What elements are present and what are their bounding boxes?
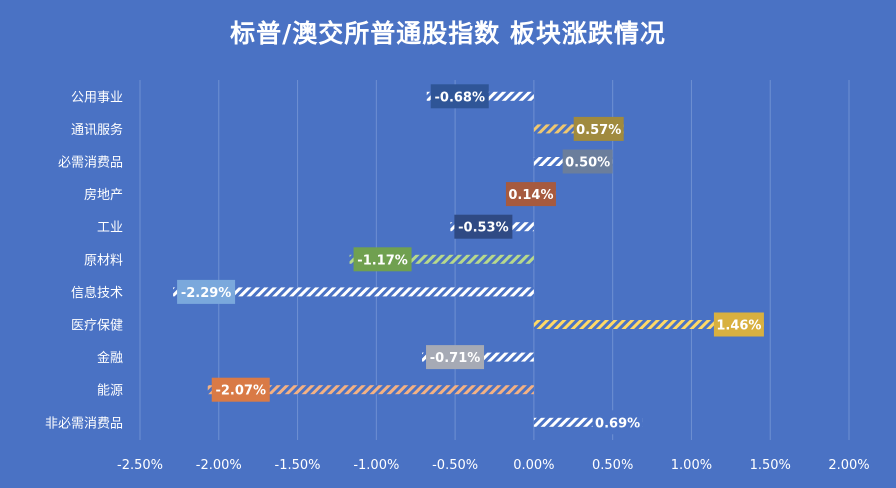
data-label: 0.69%	[595, 416, 640, 431]
data-label: 0.14%	[508, 188, 553, 203]
bar	[533, 417, 643, 427]
x-tick-label: 0.00%	[513, 458, 554, 473]
data-label-box	[353, 247, 412, 272]
x-tick-label: 2.00%	[828, 458, 869, 473]
data-label-box	[426, 345, 485, 370]
data-label: 0.57%	[576, 123, 621, 138]
data-label-box	[573, 116, 624, 141]
category-label: 房地产	[84, 187, 123, 203]
x-tick-label: -2.00%	[196, 458, 242, 473]
data-label: -2.29%	[181, 286, 232, 301]
category-label: 公用事业	[71, 90, 123, 105]
data-label-box	[211, 377, 270, 402]
x-tick-label: -2.50%	[117, 458, 163, 473]
data-label-box	[713, 312, 764, 337]
bar	[207, 385, 534, 395]
data-label-box	[430, 84, 489, 109]
chart-title: 标普/澳交所普通股指数 板块涨跌情况	[230, 19, 666, 48]
bar	[349, 254, 534, 264]
data-label-box	[177, 279, 236, 304]
x-tick-label: 0.50%	[592, 458, 633, 473]
data-label: -0.71%	[430, 351, 481, 366]
data-label: -2.07%	[215, 384, 266, 399]
category-label: 信息技术	[71, 285, 123, 301]
x-tick-label: -1.00%	[353, 458, 399, 473]
data-label-box	[454, 214, 513, 239]
x-tick-label: -1.50%	[275, 458, 321, 473]
category-label: 工业	[97, 221, 123, 236]
category-label: 通讯服务	[71, 122, 123, 138]
bars	[173, 91, 764, 427]
data-label-box	[562, 149, 613, 174]
category-label: 必需消费品	[58, 156, 123, 171]
data-label: -0.68%	[435, 90, 486, 105]
data-label-box	[505, 182, 556, 207]
data-label: -1.17%	[357, 253, 408, 268]
bar	[173, 287, 534, 297]
data-label: 0.50%	[565, 156, 610, 171]
x-tick-label: 1.00%	[671, 458, 712, 473]
data-label: -0.53%	[458, 221, 509, 236]
data-label-box	[592, 410, 643, 435]
category-label: 非必需消费品	[45, 416, 123, 431]
x-tick-label: -0.50%	[432, 458, 478, 473]
x-tick-label: 1.50%	[750, 458, 791, 473]
category-label: 医疗保健	[71, 319, 123, 334]
category-label: 原材料	[84, 253, 123, 268]
category-label: 金融	[97, 350, 123, 366]
data-labels: -0.68% 0.57% 0.50% 0.14% -0.53% -1.17% -2.29% 1…	[177, 84, 764, 435]
data-label: 1.46%	[716, 319, 761, 334]
bar	[533, 320, 764, 329]
category-label: 能源	[97, 384, 123, 399]
x-tick-labels: -2.50% -2.00% -1.50% -1.00% -0.50% 0.00% 0.50%…	[117, 458, 870, 473]
